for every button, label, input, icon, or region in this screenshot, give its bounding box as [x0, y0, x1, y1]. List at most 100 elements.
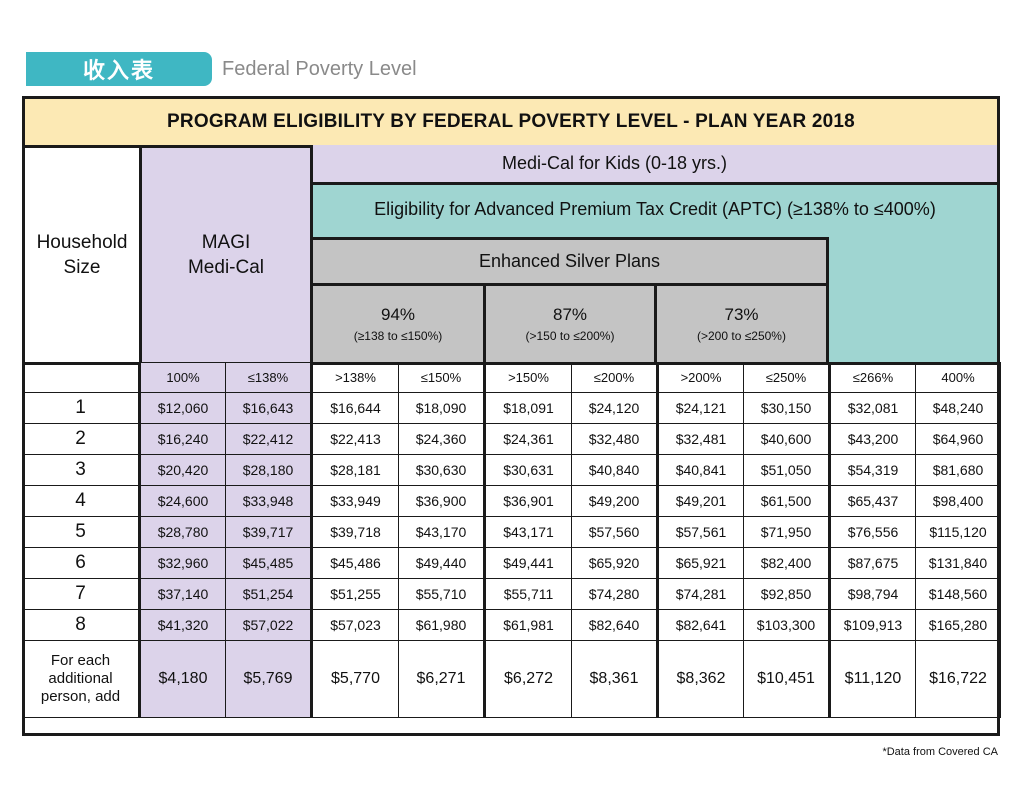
column-header: ≤150%	[398, 362, 486, 393]
income-cell: $81,680	[915, 454, 1001, 486]
income-cell: $74,280	[571, 578, 659, 610]
income-cell: $54,319	[829, 454, 916, 486]
additional-value: $5,770	[311, 640, 399, 718]
additional-value: $16,722	[915, 640, 1001, 718]
additional-value: $10,451	[743, 640, 831, 718]
income-cell: $18,090	[398, 392, 486, 424]
table-row: 8 $41,320 $57,022 $57,023 $61,980 $61,981 $82,…	[22, 609, 1001, 641]
income-cell: $28,180	[225, 454, 313, 486]
income-cell: $28,181	[311, 454, 399, 486]
household-size-cell: 5	[22, 516, 141, 548]
additional-label-line3: person, add	[40, 688, 121, 705]
income-cell: $98,794	[829, 578, 916, 610]
income-cell: $87,675	[829, 547, 916, 579]
income-cell: $74,281	[657, 578, 744, 610]
income-cell: $24,121	[657, 392, 744, 424]
income-cell: $49,441	[484, 547, 572, 579]
income-cell: $28,780	[139, 516, 226, 548]
income-cell: $71,950	[743, 516, 831, 548]
additional-person-row: For each additional person, add $4,180 $…	[22, 640, 1001, 718]
income-cell: $32,481	[657, 423, 744, 455]
eligibility-table: PROGRAM ELIGIBILITY BY FEDERAL POVERTY L…	[22, 96, 1001, 736]
income-cell: $40,840	[571, 454, 659, 486]
income-cell: $22,413	[311, 423, 399, 455]
column-header-blank	[22, 362, 141, 393]
income-cell: $24,360	[398, 423, 486, 455]
income-cell: $43,170	[398, 516, 486, 548]
income-cell: $55,710	[398, 578, 486, 610]
household-label-line1: Household	[36, 232, 128, 253]
income-cell: $82,640	[571, 609, 659, 641]
table-row: 7 $37,140 $51,254 $51,255 $55,710 $55,711 $74,…	[22, 578, 1001, 610]
additional-label-line2: additional	[48, 670, 113, 687]
income-cell: $22,412	[225, 423, 313, 455]
income-cell: $51,254	[225, 578, 313, 610]
income-cell: $24,600	[139, 485, 226, 517]
income-cell: $45,486	[311, 547, 399, 579]
income-cell: $65,920	[571, 547, 659, 579]
income-cell: $12,060	[139, 392, 226, 424]
income-cell: $49,440	[398, 547, 486, 579]
silver-tier-94-pct: 94%	[380, 305, 416, 324]
household-size-header: Household Size	[22, 145, 142, 365]
header-subtitle: Federal Poverty Level	[222, 58, 417, 80]
additional-value: $8,361	[571, 640, 659, 718]
additional-label-line1: For each	[50, 652, 111, 669]
medi-cal-kids-band: Medi-Cal for Kids (0-18 yrs.)	[310, 145, 919, 185]
income-cell: $32,081	[829, 392, 916, 424]
column-header-row: 100% ≤138% >138% ≤150% >150% ≤200% >200%…	[22, 362, 1001, 393]
column-header: >150%	[484, 362, 572, 393]
income-cell: $65,437	[829, 485, 916, 517]
additional-value: $6,271	[398, 640, 486, 718]
household-size-cell: 3	[22, 454, 141, 486]
household-size-cell: 4	[22, 485, 141, 517]
income-cell: $76,556	[829, 516, 916, 548]
additional-value: $4,180	[139, 640, 226, 718]
income-cell: $39,717	[225, 516, 313, 548]
silver-tier-87-range: (>150 to ≤200%)	[525, 329, 615, 343]
column-header: ≤200%	[571, 362, 659, 393]
income-cell: $103,300	[743, 609, 831, 641]
income-cell: $98,400	[915, 485, 1001, 517]
income-cell: $30,631	[484, 454, 572, 486]
household-size-cell: 6	[22, 547, 141, 579]
income-cell: $32,960	[139, 547, 226, 579]
header-tab-label: 收入表	[82, 58, 155, 83]
income-cell: $30,150	[743, 392, 831, 424]
income-cell: $61,980	[398, 609, 486, 641]
income-cell: $82,400	[743, 547, 831, 579]
income-cell: $49,200	[571, 485, 659, 517]
income-cell: $41,320	[139, 609, 226, 641]
income-cell: $51,255	[311, 578, 399, 610]
income-cell: $82,641	[657, 609, 744, 641]
household-label-line2: Size	[63, 257, 101, 278]
income-cell: $48,240	[915, 392, 1001, 424]
table-title: PROGRAM ELIGIBILITY BY FEDERAL POVERTY L…	[22, 96, 1000, 148]
income-cell: $30,630	[398, 454, 486, 486]
income-cell: $64,960	[915, 423, 1001, 455]
header-tab: 收入表	[26, 52, 212, 86]
income-cell: $16,643	[225, 392, 313, 424]
income-cell: $36,900	[398, 485, 486, 517]
income-cell: $109,913	[829, 609, 916, 641]
income-cell: $40,841	[657, 454, 744, 486]
household-size-cell: 2	[22, 423, 141, 455]
magi-medi-cal-header: MAGI Medi-Cal	[139, 145, 313, 365]
additional-value: $5,769	[225, 640, 313, 718]
table-row: 1 $12,060 $16,643 $16,644 $18,090 $18,091 $24,…	[22, 392, 1001, 424]
enhanced-silver-band: Enhanced Silver Plans	[310, 237, 829, 286]
income-cell: $61,500	[743, 485, 831, 517]
income-cell: $49,201	[657, 485, 744, 517]
table-row: 2 $16,240 $22,412 $22,413 $24,360 $24,361 $32,…	[22, 423, 1001, 455]
silver-tier-87-pct: 87%	[552, 305, 588, 324]
income-cell: $16,240	[139, 423, 226, 455]
income-cell: $55,711	[484, 578, 572, 610]
silver-tier-73-range: (>200 to ≤250%)	[697, 329, 786, 343]
silver-tier-73: 73% (>200 to ≤250%)	[654, 283, 829, 365]
income-cell: $92,850	[743, 578, 831, 610]
medi-cal-kids-band-tail	[916, 145, 1000, 185]
income-cell: $24,361	[484, 423, 572, 455]
table-row: 5 $28,780 $39,717 $39,718 $43,170 $43,171 $57,…	[22, 516, 1001, 548]
silver-tier-94-range: (≥138 to ≤150%)	[353, 329, 443, 343]
income-cell: $32,480	[571, 423, 659, 455]
